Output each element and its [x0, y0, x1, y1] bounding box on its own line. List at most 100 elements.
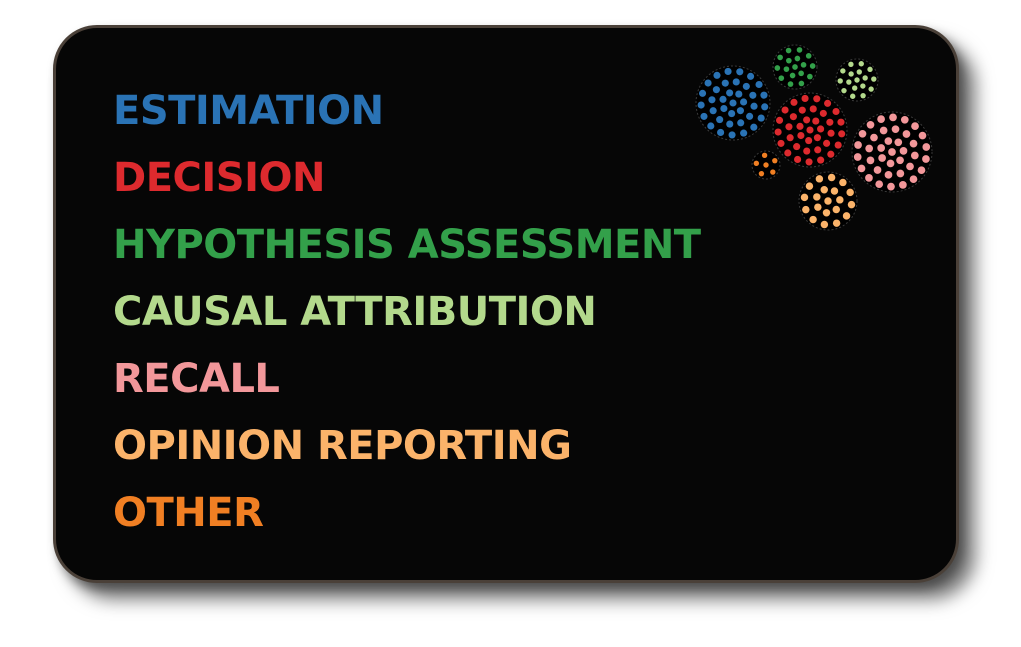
- pink-cluster: [851, 111, 933, 193]
- cluster-dot: [860, 92, 866, 99]
- cluster-dot: [857, 164, 866, 173]
- cluster-dot: [757, 114, 765, 122]
- cluster-dot: [814, 146, 822, 154]
- cluster-dot: [838, 130, 846, 138]
- cluster-dot: [877, 115, 885, 123]
- legend-item-estimation: ESTIMATION: [113, 88, 384, 134]
- cluster-dot: [697, 101, 705, 109]
- cluster-dot: [866, 120, 875, 129]
- cluster-dot: [729, 99, 737, 107]
- cluster-dot: [910, 151, 919, 160]
- cluster-dot: [807, 73, 813, 80]
- cluster-dot: [853, 153, 862, 161]
- cluster-dot: [802, 205, 810, 214]
- cluster-dot: [721, 79, 729, 87]
- cluster-dot: [794, 155, 802, 163]
- cluster-dot: [797, 131, 805, 140]
- cluster-dot: [846, 79, 852, 85]
- cluster-dot: [847, 200, 856, 209]
- cluster-dot: [832, 107, 840, 116]
- cluster-dot: [856, 69, 862, 75]
- cluster-dot: [906, 162, 914, 171]
- cluster-dot: [789, 72, 796, 79]
- cluster-dot: [798, 70, 804, 77]
- cluster-dot: [832, 219, 841, 227]
- cluster-dot: [777, 139, 785, 147]
- cluster-dot: [761, 103, 769, 111]
- cluster-dot: [850, 93, 856, 99]
- cluster-dot: [790, 98, 798, 106]
- cluster-dot: [801, 94, 809, 103]
- cluster-dot: [736, 68, 744, 76]
- category-legend: ESTIMATION DECISION HYPOTHESIS ASSESSMEN…: [113, 78, 701, 547]
- cluster-dot: [805, 182, 814, 190]
- cluster-dot: [877, 144, 886, 152]
- cluster-dot: [848, 71, 854, 77]
- cluster-dot: [867, 66, 873, 73]
- blue-cluster: [695, 65, 771, 141]
- cluster-dot: [803, 147, 811, 155]
- cluster-dot: [814, 203, 822, 211]
- cluster-dot: [824, 197, 832, 205]
- cluster-dot: [778, 75, 785, 81]
- cluster-dot: [854, 141, 862, 149]
- cluster-dot: [813, 134, 821, 142]
- cluster-dot: [707, 122, 715, 130]
- cluster-dot: [865, 144, 874, 153]
- cluster-dot: [798, 80, 805, 87]
- cluster-dot: [922, 155, 930, 163]
- cluster-dot: [922, 143, 931, 151]
- cluster-dot: [746, 112, 754, 120]
- cluster-dot: [812, 117, 820, 125]
- cluster-dot: [809, 215, 817, 224]
- dark-green-cluster: [772, 44, 818, 90]
- cluster-dot: [726, 120, 734, 128]
- light-orange-cluster: [798, 171, 858, 231]
- cluster-dot: [737, 119, 745, 127]
- cluster-dot: [911, 122, 919, 130]
- cluster-dot: [777, 54, 783, 61]
- cluster-dot: [761, 152, 768, 158]
- cluster-dot: [860, 83, 866, 89]
- cluster-dot: [827, 150, 835, 158]
- cluster-dot: [726, 89, 734, 97]
- cluster-dot: [884, 170, 893, 179]
- cluster-dot: [713, 71, 721, 79]
- cluster-dot: [826, 118, 834, 126]
- cluster-dot: [830, 187, 839, 195]
- cluster-dot: [827, 173, 836, 182]
- cluster-dot: [884, 137, 893, 145]
- cluster-dot: [839, 178, 847, 187]
- cluster-dot: [717, 128, 725, 136]
- cluster-dot: [750, 102, 758, 110]
- cluster-dot: [896, 169, 905, 178]
- cluster-dot: [891, 125, 900, 134]
- cluster-dot: [749, 91, 757, 99]
- cluster-dot: [805, 137, 813, 145]
- cluster-dot: [871, 76, 877, 82]
- cluster-dot: [899, 147, 908, 155]
- cluster-dot: [720, 104, 728, 113]
- cluster-dot: [846, 188, 854, 197]
- cluster-dot: [820, 186, 828, 194]
- cluster-dot: [879, 126, 888, 135]
- cluster-dot: [805, 158, 813, 166]
- cluster-dot: [716, 116, 724, 124]
- cluster-dot: [917, 166, 926, 175]
- cluster-dot: [819, 109, 827, 117]
- cluster-dot: [728, 110, 736, 118]
- cluster-dot: [886, 159, 895, 168]
- cluster-dot: [909, 139, 918, 148]
- cluster-dot: [781, 106, 789, 114]
- cluster-dot: [840, 68, 846, 74]
- cluster-dot: [774, 128, 782, 136]
- cluster-dot: [774, 65, 781, 71]
- cluster-dot: [837, 78, 843, 84]
- cluster-dot: [698, 89, 707, 97]
- cluster-dot: [815, 175, 824, 183]
- cluster-dot: [798, 106, 806, 114]
- cluster-dot: [775, 116, 784, 124]
- cluster-dot: [896, 156, 904, 165]
- small-orange-cluster: [751, 150, 781, 180]
- cluster-dot: [878, 154, 886, 162]
